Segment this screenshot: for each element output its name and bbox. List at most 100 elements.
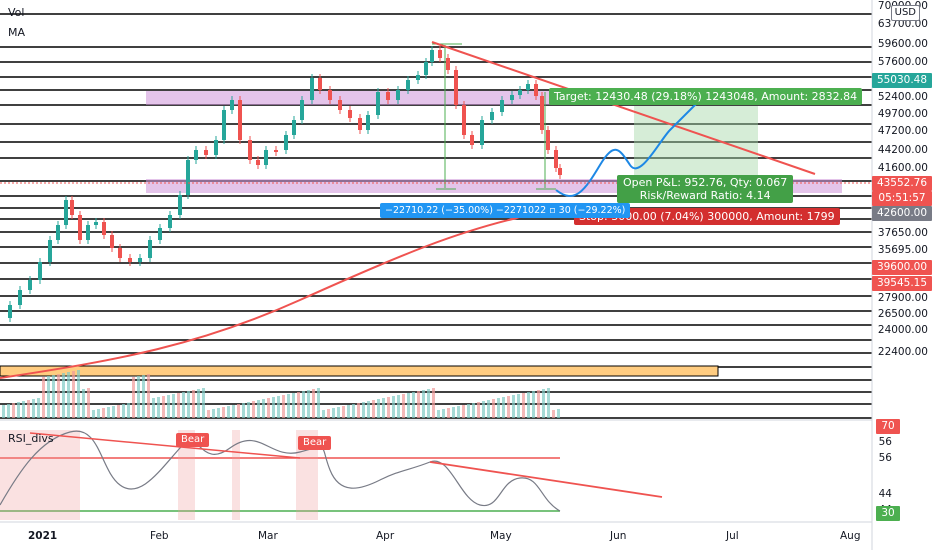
volume-bar	[107, 407, 110, 418]
volume-bar	[262, 399, 265, 418]
volume-bar	[367, 401, 370, 418]
price-tick: 26500.00	[877, 308, 928, 320]
volume-bar	[217, 408, 220, 418]
volume-bar	[432, 388, 435, 418]
volume-bar	[347, 405, 350, 418]
candle	[138, 258, 142, 262]
volume-bar	[172, 394, 175, 418]
candle	[128, 258, 132, 262]
volume-bar	[152, 398, 155, 418]
currency-badge[interactable]: USD	[890, 5, 920, 21]
volume-bar	[282, 395, 285, 418]
candle	[186, 160, 190, 195]
volume-bar	[197, 389, 200, 418]
candle	[238, 100, 242, 140]
measure-label[interactable]: −22710.22 (−35.00%) −2271022 ▫ 30 (−29.2…	[380, 203, 631, 218]
volume-bar	[332, 408, 335, 418]
volume-bar	[312, 389, 315, 418]
candle	[110, 235, 114, 248]
rsi-tick: 56	[878, 436, 892, 448]
price-tag: 05:51:57	[872, 191, 932, 206]
candle	[534, 84, 538, 96]
volume-bar	[287, 394, 290, 418]
volume-bar	[157, 397, 160, 418]
candle	[300, 100, 304, 120]
volume-bar	[92, 410, 95, 418]
volume-bar	[327, 409, 330, 418]
volume-bar	[212, 409, 215, 418]
volume-bar	[507, 396, 510, 418]
price-tick: 27900.00	[877, 292, 928, 304]
price-tick: 57600.00	[877, 56, 928, 68]
volume-bar	[457, 406, 460, 418]
volume-bar	[522, 393, 525, 418]
candle	[256, 160, 260, 165]
time-tick: Jul	[726, 530, 739, 542]
candle	[248, 140, 252, 160]
volume-bar	[177, 393, 180, 418]
volume-bar	[187, 391, 190, 418]
candle	[94, 222, 98, 225]
volume-bar	[372, 400, 375, 418]
price-tag: 39545.15	[872, 276, 932, 291]
volume-bar	[162, 396, 165, 418]
pnl-box[interactable]: Open P&L: 952.76, Qty: 0.067 Risk/Reward…	[617, 175, 794, 203]
stop-label[interactable]: Stop: 3000.00 (7.04%) 300000, Amount: 17…	[574, 208, 840, 225]
candle	[274, 150, 278, 152]
volume-bar	[417, 391, 420, 418]
volume-bar	[547, 388, 550, 418]
candle	[558, 168, 562, 175]
volume-bar	[17, 402, 20, 418]
volume-bar	[87, 388, 90, 418]
target-label[interactable]: Target: 12430.48 (29.18%) 1243048, Amoun…	[549, 88, 863, 105]
volume-bar	[357, 403, 360, 418]
candle	[358, 118, 362, 130]
candle	[264, 150, 268, 165]
volume-bar	[407, 393, 410, 418]
candle	[526, 84, 530, 90]
volume-bar	[22, 401, 25, 418]
volume-bar	[452, 407, 455, 418]
candle	[318, 78, 322, 90]
candle	[480, 120, 484, 145]
candle	[376, 92, 380, 115]
price-tick: 37650.00	[877, 227, 928, 239]
candle	[230, 100, 234, 110]
volume-bar	[292, 393, 295, 418]
candle	[28, 280, 32, 290]
volume-bar	[142, 375, 145, 418]
volume-bar	[492, 399, 495, 418]
volume-bar	[487, 400, 490, 418]
volume-bar	[37, 398, 40, 418]
price-tick: 41600.00	[877, 162, 928, 174]
volume-bar	[52, 375, 55, 418]
volume-bar	[72, 371, 75, 418]
bear-label-1: Bear	[176, 433, 210, 447]
candle	[118, 248, 122, 258]
rsi-legend: RSI_divs	[8, 432, 54, 445]
volume-bar	[47, 376, 50, 418]
volume-bar	[232, 405, 235, 418]
volume-bar	[302, 391, 305, 418]
volume-bar	[297, 392, 300, 418]
candle	[222, 110, 226, 140]
ma-line	[0, 214, 531, 379]
volume-bar	[352, 404, 355, 418]
time-tick: May	[490, 530, 512, 542]
volume-bar	[502, 397, 505, 418]
volume-bar	[362, 402, 365, 418]
ma-legend: MA	[8, 26, 26, 39]
volume-bar	[552, 410, 555, 418]
volume-bar	[252, 401, 255, 418]
candle	[328, 90, 332, 100]
time-tick: Apr	[376, 530, 395, 542]
candle	[18, 290, 22, 305]
price-tick: 63700.00	[877, 18, 928, 30]
volume-bar	[497, 398, 500, 418]
candle	[470, 135, 474, 145]
volume-bar	[377, 399, 380, 418]
volume-bar	[277, 396, 280, 418]
volume-bar	[117, 405, 120, 418]
volume-bar	[342, 406, 345, 418]
